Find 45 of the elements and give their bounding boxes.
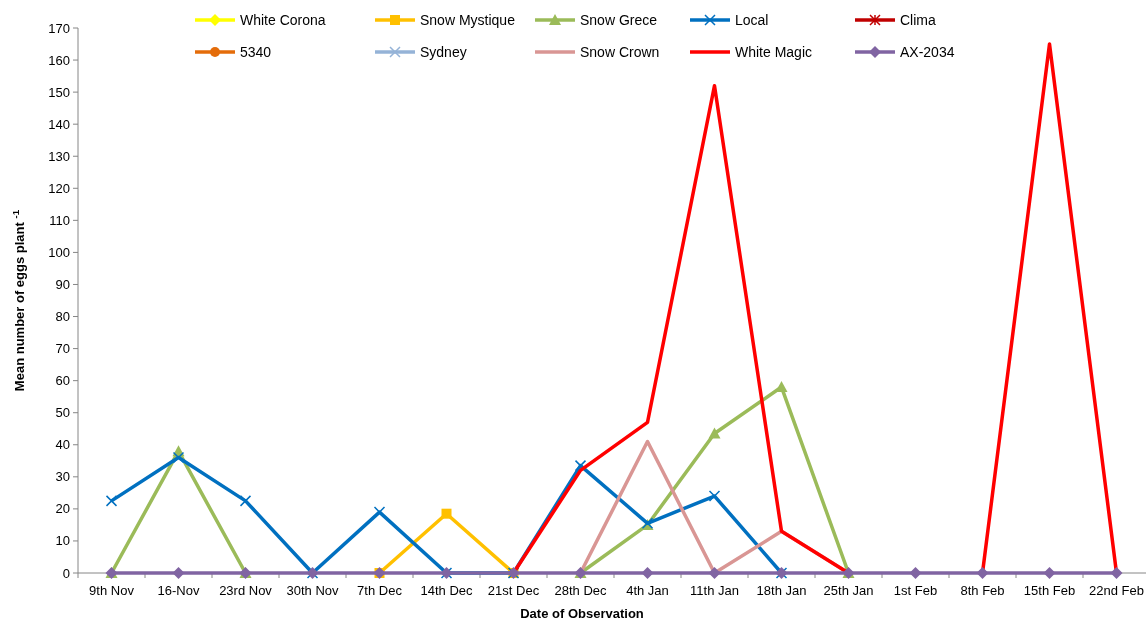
x-tick-label: 8th Feb [960,583,1005,598]
legend-label: Snow Grece [580,11,658,28]
y-tick-label: 160 [48,52,70,68]
x-tick-label: 11th Jan [690,583,739,598]
x-axis-title: Date of Observation [520,606,644,621]
y-tick-label: 110 [49,212,70,228]
x-tick-label: 16-Nov [157,583,200,598]
y-tick-label: 60 [55,373,70,389]
x-tick-label: 23rd Nov [219,583,273,598]
x-tick-label: 14th Dec [420,583,474,598]
legend-label: Sydney [420,43,467,60]
x-tick-label: 1st Feb [893,583,938,598]
x-tick-label: 4th Jan [626,583,669,598]
x-tick-label: 22nd Feb [1089,583,1144,598]
y-tick-label: 50 [55,405,70,421]
legend-label: 5340 [240,43,272,60]
y-tick-label: 0 [62,565,70,581]
y-tick-label: 10 [55,533,70,549]
y-tick-label: 120 [48,180,70,196]
y-tick-label: 170 [48,20,70,36]
legend-label: Clima [900,11,936,28]
y-tick-label: 40 [55,437,70,453]
y-tick-label: 150 [48,84,70,100]
y-tick-label: 80 [55,309,70,325]
y-tick-label: 70 [55,341,70,357]
x-tick-label: 30th Nov [286,583,340,598]
y-tick-label: 130 [48,148,70,164]
x-tick-label: 9th Nov [89,583,135,598]
x-tick-label: 28th Dec [554,583,608,598]
x-tick-label: 18th Jan [756,583,807,598]
legend-label: White Corona [240,11,326,28]
y-tick-label: 20 [55,501,70,517]
legend-label: Snow Mystique [420,11,516,28]
x-tick-label: 7th Dec [357,583,403,598]
x-tick-label: 21st Dec [487,583,540,598]
legend-label: White Magic [735,43,813,60]
legend-label: AX-2034 [900,43,955,60]
y-tick-label: 30 [55,469,70,485]
legend-label: Local [735,11,769,28]
y-tick-label: 140 [48,116,70,132]
legend-label: Snow Crown [580,43,660,60]
x-tick-label: 25th Jan [823,583,874,598]
y-tick-label: 90 [55,277,70,293]
y-tick-label: 100 [48,244,70,260]
x-tick-label: 15th Feb [1023,583,1076,598]
